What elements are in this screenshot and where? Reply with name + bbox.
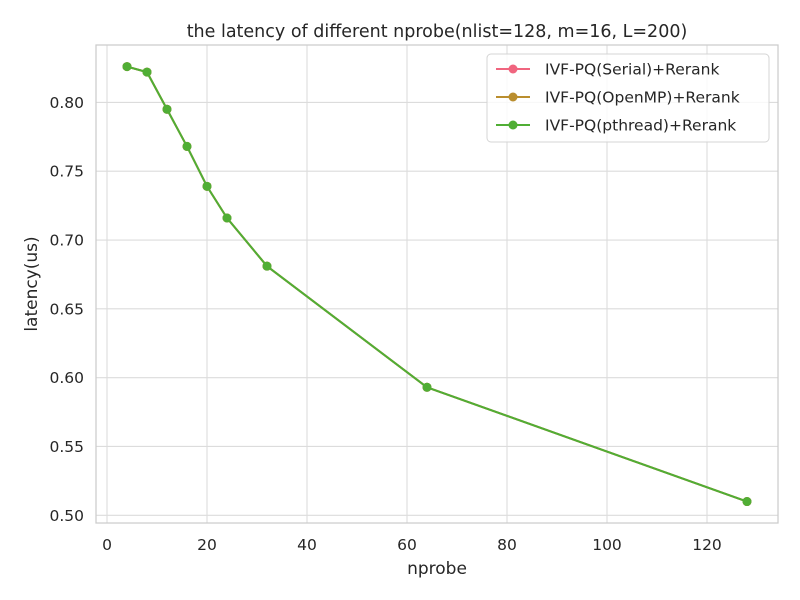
chart-title: the latency of different nprobe(nlist=12… xyxy=(187,22,688,42)
data-point xyxy=(742,497,752,507)
x-tick-label: 80 xyxy=(497,536,517,554)
data-point xyxy=(162,104,172,114)
legend-item: IVF-PQ(OpenMP)+Rerank xyxy=(496,89,740,107)
data-point xyxy=(122,62,132,72)
legend-marker xyxy=(508,120,518,130)
x-tick-label: 0 xyxy=(102,536,112,554)
y-tick-label: 0.60 xyxy=(49,369,84,387)
data-point xyxy=(202,181,212,191)
series-2 xyxy=(122,62,752,507)
legend-box xyxy=(486,53,770,143)
y-tick-label: 0.75 xyxy=(49,163,84,181)
y-axis-label: latency(us) xyxy=(22,236,42,331)
legend-marker xyxy=(508,64,518,74)
y-tick-label: 0.55 xyxy=(49,438,84,456)
series-group xyxy=(122,62,752,507)
x-axis-label: nprobe xyxy=(407,559,467,579)
legend-label: IVF-PQ(pthread)+Rerank xyxy=(545,117,736,135)
y-tick-label: 0.65 xyxy=(49,300,84,318)
plot-area-frame xyxy=(95,44,779,524)
x-tick-label: 60 xyxy=(397,536,417,554)
x-tick-label: 120 xyxy=(692,536,722,554)
x-tick-label: 40 xyxy=(297,536,317,554)
legend: IVF-PQ(Serial)+Rerank IVF-PQ(OpenMP)+Rera… xyxy=(486,53,770,143)
y-tick-label: 0.50 xyxy=(49,507,84,525)
y-tick-label: 0.80 xyxy=(49,94,84,112)
x-axis-ticks: 0 20 40 60 80 100 120 xyxy=(102,536,722,554)
data-point xyxy=(262,261,272,271)
legend-item: IVF-PQ(Serial)+Rerank xyxy=(496,61,719,79)
legend-marker xyxy=(508,92,518,102)
x-tick-label: 20 xyxy=(197,536,217,554)
x-tick-label: 100 xyxy=(592,536,622,554)
legend-label: IVF-PQ(Serial)+Rerank xyxy=(545,61,719,79)
data-point xyxy=(182,141,192,151)
data-point xyxy=(222,213,232,223)
legend-label: IVF-PQ(OpenMP)+Rerank xyxy=(545,89,740,107)
y-axis-ticks: 0.50 0.55 0.60 0.65 0.70 0.75 0.80 xyxy=(49,94,84,525)
legend-item: IVF-PQ(pthread)+Rerank xyxy=(496,117,736,135)
data-point xyxy=(422,382,432,392)
y-tick-label: 0.70 xyxy=(49,232,84,250)
data-point xyxy=(142,67,152,77)
